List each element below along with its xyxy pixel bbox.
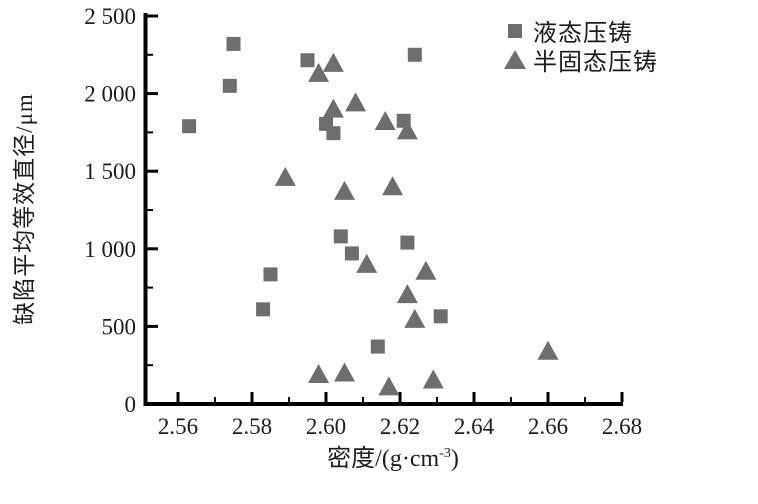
- x-tick-label: 2.62: [380, 414, 420, 439]
- data-point-triangle: [334, 180, 355, 200]
- y-tick-label: 0: [125, 392, 137, 417]
- square-marker-icon: [508, 23, 522, 38]
- legend-item-semisolid-die-casting: 半固态压铸: [504, 45, 658, 76]
- data-point-triangle: [308, 62, 330, 82]
- data-point-square: [326, 126, 341, 141]
- x-tick-label: 2.58: [232, 414, 272, 439]
- data-point-triangle: [334, 362, 355, 382]
- data-point-triangle: [345, 92, 367, 112]
- data-point-triangle: [537, 340, 559, 360]
- data-point-square: [222, 78, 237, 93]
- legend-item-liquid-die-casting: 液态压铸: [504, 16, 658, 47]
- legend-label-semisolid: 半固态压铸: [533, 50, 658, 76]
- y-axis-title: 缺陷平均等效直径/μm: [12, 93, 37, 325]
- data-point-triangle: [322, 98, 344, 118]
- x-axis-title-close: ): [450, 446, 459, 472]
- data-point-triangle: [422, 369, 444, 389]
- triangle-marker-icon: [504, 50, 526, 69]
- data-point-square: [182, 119, 197, 134]
- x-tick-label: 2.64: [454, 414, 495, 439]
- legend-label-liquid: 液态压铸: [533, 21, 633, 47]
- data-point-triangle: [356, 253, 378, 273]
- data-point-triangle: [415, 260, 437, 280]
- data-point-triangle: [374, 111, 396, 131]
- x-tick-label: 2.68: [602, 414, 642, 439]
- data-point-square: [256, 302, 271, 317]
- x-tick-label: 2.60: [306, 414, 346, 439]
- data-point-triangle: [404, 308, 426, 328]
- data-point-square: [226, 36, 241, 51]
- data-point-square: [433, 309, 448, 324]
- data-point-square: [333, 229, 348, 244]
- data-point-triangle: [322, 52, 344, 72]
- data-point-square: [263, 267, 278, 282]
- y-tick-label: 1 000: [84, 237, 136, 262]
- data-point-square: [400, 235, 415, 250]
- x-axis-title: 密度/(g·cm-3): [238, 444, 548, 474]
- data-point-triangle: [378, 376, 400, 396]
- y-tick-label: 2 000: [84, 82, 136, 107]
- data-point-triangle: [396, 120, 418, 140]
- x-tick-label: 2.66: [528, 414, 568, 439]
- data-point-triangle: [382, 176, 404, 196]
- data-point-square: [300, 53, 315, 68]
- data-point-square: [370, 339, 385, 354]
- y-tick-label: 2 500: [84, 4, 136, 29]
- legend: 液态压铸 半固态压铸: [504, 16, 658, 76]
- data-point-square: [344, 246, 359, 261]
- data-point-triangle: [396, 284, 418, 304]
- x-tick-label: 2.56: [158, 414, 198, 439]
- x-axis-title-exponent: -3: [439, 446, 451, 461]
- data-point-square: [407, 47, 422, 62]
- data-point-triangle: [308, 364, 330, 384]
- y-tick-label: 500: [102, 314, 137, 339]
- y-tick-label: 1 500: [84, 159, 136, 184]
- x-axis-title-text: 密度/(g·cm: [327, 446, 440, 472]
- data-point-triangle: [274, 166, 296, 186]
